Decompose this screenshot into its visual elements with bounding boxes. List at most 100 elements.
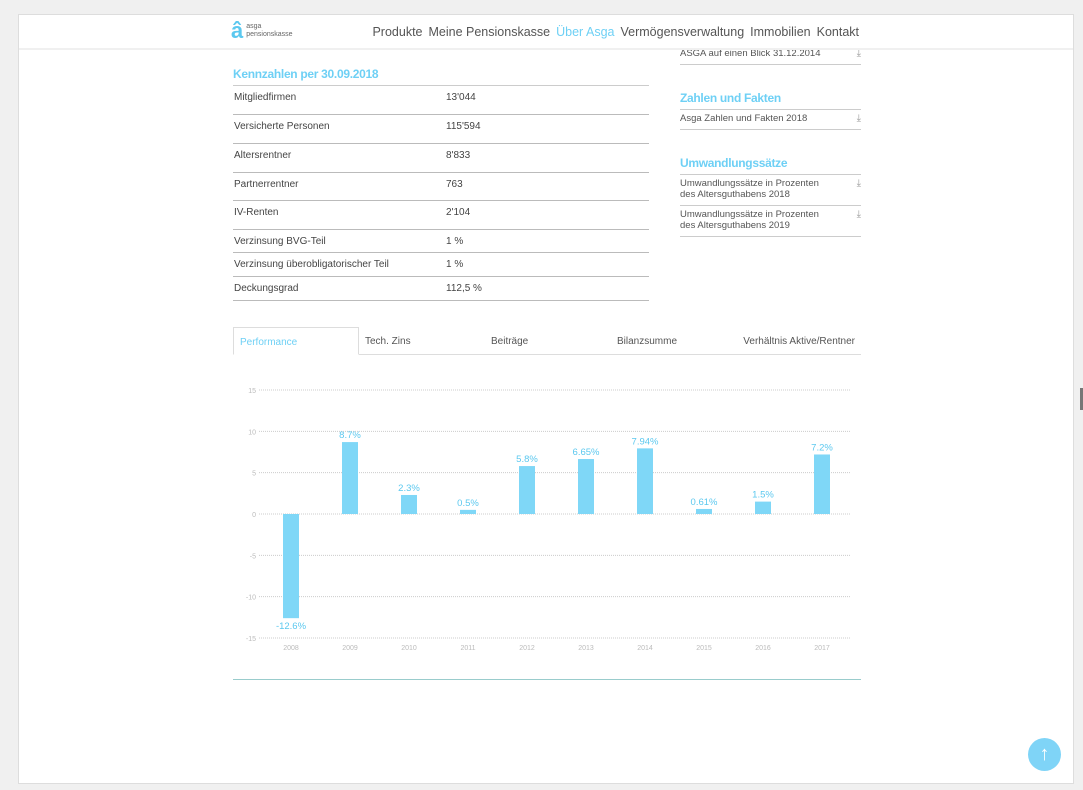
logo[interactable]: â asga pensionskasse [231, 18, 293, 43]
y-tick-label: 5 [252, 471, 256, 478]
bar-2008[interactable] [283, 514, 299, 619]
kennzahl-row: Partnerrentner 763 [233, 173, 649, 201]
site-header: â asga pensionskasse Produkte Meine Pensi… [19, 15, 1073, 50]
y-tick-label: -10 [246, 595, 256, 602]
main-nav: Produkte Meine Pensionskasse Über Asga V… [372, 25, 859, 39]
doc-title: Umwandlungssätze in Prozenten des Alters… [680, 178, 819, 200]
bar-2015[interactable] [696, 508, 712, 514]
x-tick-label: 2011 [460, 645, 475, 652]
logo-line2: pensionskasse [246, 31, 293, 38]
bar-2013[interactable] [578, 459, 594, 514]
download-icon: ⤓ [856, 209, 861, 220]
data-label: 2.3% [398, 483, 420, 494]
bar-2017[interactable] [814, 454, 830, 514]
data-label: 0.61% [691, 497, 718, 508]
umw-title: Umwandlungssätze [680, 156, 861, 175]
data-label: 0.5% [457, 498, 479, 509]
kennzahl-value: 763 [446, 179, 463, 190]
browser-window: â asga pensionskasse Produkte Meine Pensi… [18, 14, 1074, 784]
doc-title: Umwandlungssätze in Prozenten des Alters… [680, 209, 819, 231]
kennzahl-label: Verzinsung BVG-Teil [234, 236, 326, 247]
tab-beitraege[interactable]: Beiträge [491, 336, 529, 347]
download-link[interactable]: Umwandlungssätze in Prozenten des Alters… [680, 175, 861, 206]
kennzahl-row: Altersrentner 8'833 [233, 144, 649, 173]
bar-2016[interactable] [755, 501, 771, 514]
kennzahl-label: Versicherte Personen [234, 121, 330, 132]
x-tick-label: 2012 [519, 645, 535, 652]
logo-mark: â [231, 18, 244, 43]
y-tick-label: 10 [248, 429, 256, 436]
doc-title: ASGA auf einen Blick 31.12.2014 [680, 48, 821, 59]
chart-tabs: Performance Tech. Zins Beiträge Bilanzsu… [233, 327, 861, 355]
x-tick-label: 2009 [342, 645, 358, 652]
bar-2011[interactable] [460, 509, 476, 514]
nav-immobilien[interactable]: Immobilien [750, 25, 811, 39]
tab-bilanzsumme[interactable]: Bilanzsumme [617, 336, 678, 347]
download-icon: ⤓ [856, 178, 861, 189]
data-label: 7.2% [811, 442, 833, 453]
x-tick-label: 2013 [578, 645, 594, 652]
kennzahl-value: 8'833 [446, 150, 471, 161]
download-icon: ⤓ [856, 48, 861, 59]
tab-verhaeltnis[interactable]: Verhältnis Aktive/Rentner [743, 336, 855, 347]
tab-performance[interactable]: Performance [233, 327, 359, 355]
kennzahl-label: Deckungsgrad [234, 283, 299, 294]
kennzahlen-table: Kennzahlen per 30.09.2018 Mitgliedfirmen… [233, 67, 649, 301]
data-label: 1.5% [752, 490, 774, 501]
x-tick-label: 2010 [401, 645, 417, 652]
performance-chart: 15 10 5 0 -5 -10 -15 -12.6% 2008 8.7% 2009 2.3% 2010… [246, 388, 851, 652]
kennzahl-label: Verzinsung überobligatorischer Teil [234, 259, 389, 270]
kennzahl-label: Partnerrentner [234, 179, 299, 190]
kennzahl-row: IV-Renten 2'104 [233, 201, 649, 230]
download-icon: ⤓ [856, 113, 861, 124]
kennzahl-row: Verzinsung überobligatorischer Teil 1 % [233, 253, 649, 277]
download-link[interactable]: ASGA auf einen Blick 31.12.2014 ⤓ [680, 45, 861, 65]
arrow-up-icon: ↑ [1039, 743, 1050, 765]
x-tick-label: 2015 [696, 645, 712, 652]
kennzahl-label: IV-Renten [234, 207, 279, 218]
bar-2012[interactable] [519, 466, 535, 514]
data-label: -12.6% [276, 621, 307, 632]
kennzahl-value: 2'104 [446, 207, 471, 218]
bar-2009[interactable] [342, 442, 358, 514]
kennzahl-label: Mitgliedfirmen [234, 92, 297, 103]
y-tick-label: -5 [250, 553, 256, 560]
kennzahl-row: Verzinsung BVG-Teil 1 % [233, 230, 649, 253]
scrollbar[interactable] [1080, 388, 1083, 410]
kennzahl-value: 13'044 [446, 92, 476, 103]
nav-meine-pensionskasse[interactable]: Meine Pensionskasse [428, 25, 551, 39]
x-tick-label: 2016 [755, 645, 771, 652]
data-label: 5.8% [516, 454, 538, 465]
data-label: 7.94% [632, 436, 659, 447]
tab-tech-zins[interactable]: Tech. Zins [365, 336, 411, 347]
x-tick-label: 2017 [814, 645, 830, 652]
y-tick-label: 0 [252, 512, 256, 519]
download-link[interactable]: Asga Zahlen und Fakten 2018 ⤓ [680, 110, 861, 130]
divider [233, 679, 861, 680]
nav-kontakt[interactable]: Kontakt [816, 25, 859, 39]
bar-2010[interactable] [401, 494, 417, 514]
bar-2014[interactable] [637, 448, 653, 514]
kennzahl-value: 1 % [446, 236, 464, 247]
kennzahl-row: Versicherte Personen 115'594 [233, 115, 649, 144]
logo-line1: asga [246, 23, 262, 30]
doc-title: Asga Zahlen und Fakten 2018 [680, 113, 808, 124]
kennzahl-value: 115'594 [446, 121, 481, 132]
x-tick-label: 2008 [283, 645, 299, 652]
downloads-sidebar: ASGA auf einen Blick 31.12.2014 ⤓ Zahlen … [680, 45, 861, 237]
kennzahl-row: Deckungsgrad 112,5 % [233, 277, 649, 301]
nav-produkte[interactable]: Produkte [372, 25, 423, 39]
nav-ueber-asga[interactable]: Über Asga [556, 25, 615, 39]
zahlen-title: Zahlen und Fakten [680, 91, 861, 110]
kennzahlen-title: Kennzahlen per 30.09.2018 [233, 67, 649, 86]
kennzahl-value: 1 % [446, 259, 464, 270]
y-tick-label: -15 [246, 636, 256, 643]
kennzahl-label: Altersrentner [234, 150, 292, 161]
kennzahl-value: 112,5 % [446, 283, 482, 294]
data-label: 8.7% [339, 430, 361, 441]
download-link[interactable]: Umwandlungssätze in Prozenten des Alters… [680, 206, 861, 237]
data-label: 6.65% [573, 447, 600, 458]
nav-vermoegensverwaltung[interactable]: Vermögensverwaltung [620, 25, 745, 39]
x-tick-label: 2014 [637, 645, 653, 652]
scroll-to-top-button[interactable]: ↑ [1028, 738, 1061, 771]
